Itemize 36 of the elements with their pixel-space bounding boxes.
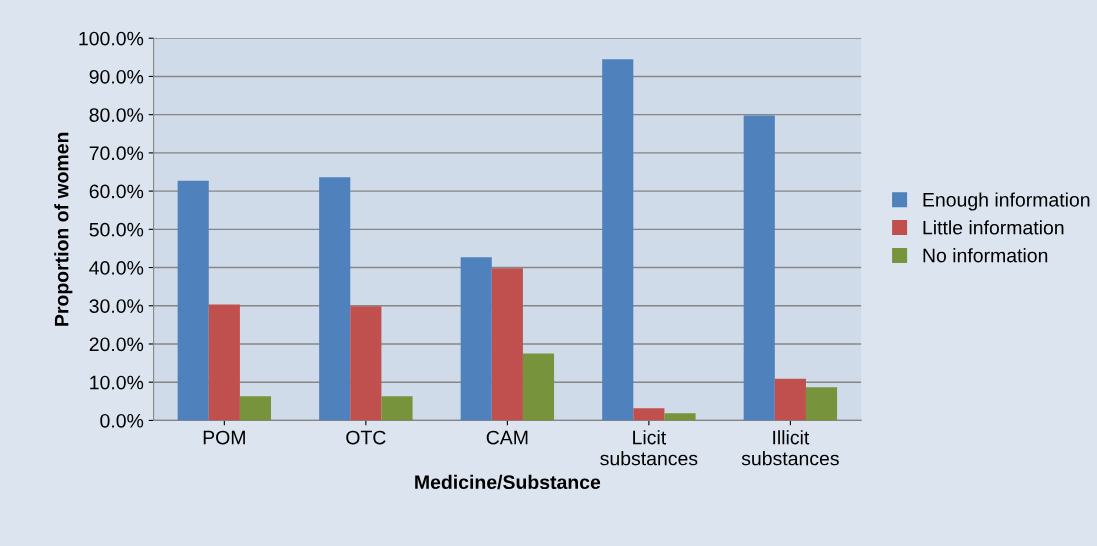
- legend-label: Enough information: [923, 192, 1090, 211]
- bar: [743, 115, 775, 421]
- bar: [491, 268, 523, 421]
- x-tick-label: OTC: [346, 430, 386, 445]
- x-axis-title: Medicine/Substance: [415, 474, 601, 490]
- legend-label: No information: [923, 248, 1048, 263]
- bar: [664, 413, 696, 421]
- bar: [381, 396, 413, 421]
- y-tick-label: 20.0%: [89, 337, 144, 352]
- legend-label: Little information: [923, 220, 1064, 235]
- x-tick-label: Illicit substances: [741, 430, 839, 466]
- bar: [177, 180, 209, 421]
- y-tick-label: 80.0%: [89, 108, 144, 122]
- y-tick-label: 0.0%: [100, 413, 144, 428]
- bar: [774, 378, 806, 421]
- x-tick-label: Licit substances: [600, 430, 698, 466]
- y-tick-label: 60.0%: [89, 184, 144, 199]
- bar: [239, 396, 272, 421]
- y-tick-label: 40.0%: [89, 261, 144, 275]
- bar: [805, 387, 838, 421]
- y-tick-label: 90.0%: [89, 69, 144, 84]
- y-tick-label: 10.0%: [90, 375, 144, 390]
- y-axis-title: Proportion of women: [54, 132, 73, 326]
- x-tick-label: CAM: [486, 430, 528, 445]
- x-tick-label: POM: [203, 430, 245, 445]
- bar: [319, 177, 351, 421]
- y-tick-label: 30.0%: [89, 299, 144, 313]
- bar: [602, 59, 634, 421]
- bar: [460, 257, 492, 421]
- y-tick-label: 70.0%: [89, 146, 144, 161]
- bar: [208, 304, 240, 421]
- bar: [522, 353, 555, 421]
- bar: [350, 306, 382, 421]
- y-tick-label: 50.0%: [89, 222, 144, 237]
- y-tick-label: 100.0%: [79, 31, 144, 46]
- bar: [633, 408, 665, 421]
